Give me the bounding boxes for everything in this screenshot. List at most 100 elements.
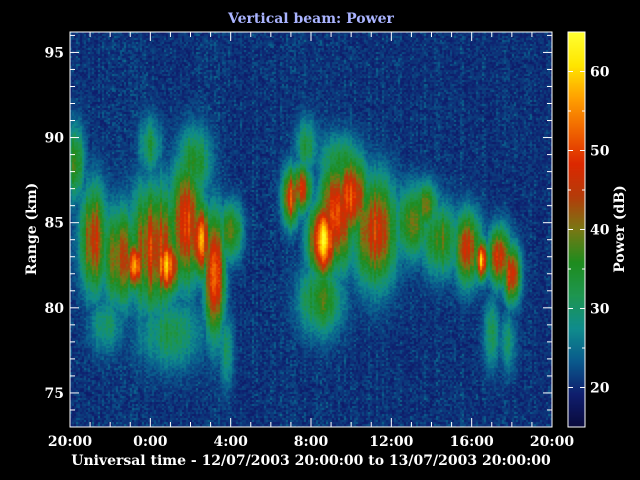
colorbar-segment [568, 239, 585, 241]
colorbar-segment [568, 423, 585, 425]
colorbar-segment [568, 344, 585, 346]
colorbar-segment [568, 104, 585, 106]
colorbar-segment [568, 147, 585, 149]
colorbar-segment [568, 419, 585, 421]
colorbar-segment [568, 397, 585, 399]
colorbar-segment [568, 357, 585, 359]
colorbar-segment [568, 200, 585, 202]
colorbar-segment [568, 100, 585, 102]
colorbar-segment [568, 168, 585, 170]
colorbar-segment [568, 398, 585, 400]
colorbar-segment [568, 393, 585, 395]
colorbar-segment [568, 331, 585, 333]
colorbar-segment [568, 350, 585, 352]
colorbar-segment [568, 81, 585, 83]
colorbar-segment [568, 385, 585, 387]
colorbar-segment [568, 125, 585, 127]
colorbar-segment [568, 304, 585, 306]
colorbar-segment [568, 196, 585, 198]
colorbar-segment [568, 327, 585, 329]
colorbar-segment [568, 231, 585, 233]
colorbar-segment [568, 416, 585, 418]
colorbar-segment [568, 322, 585, 324]
colorbar-segment [568, 177, 585, 179]
colorbar-segment [568, 369, 585, 371]
colorbar-segment [568, 142, 585, 144]
colorbar-segment [568, 94, 585, 96]
colorbar-segment [568, 182, 585, 184]
colorbar-segment [568, 361, 585, 363]
colorbar-segment [568, 102, 585, 104]
colorbar-segment [568, 151, 585, 153]
axes: 20:00 0:00 4:00 8:00 12:00 16:00 20:00 75 80 85 90… [45, 31, 574, 450]
colorbar-segment [568, 244, 585, 246]
colorbar-segment [568, 325, 585, 327]
colorbar-segment [568, 342, 585, 344]
colorbar-segment [568, 222, 585, 224]
colorbar-segment [568, 175, 585, 177]
colorbar-segment [568, 290, 585, 292]
colorbar-segment [568, 292, 585, 294]
colorbar-segment [568, 297, 585, 299]
colorbar-segment [568, 60, 585, 62]
colorbar-segment [568, 404, 585, 406]
colorbar-segment [568, 48, 585, 50]
colorbar-segment [568, 80, 585, 82]
colorbar-segment [568, 203, 585, 205]
colorbar-segment [568, 354, 585, 356]
colorbar-segment [568, 132, 585, 134]
colorbar-segment [568, 295, 585, 297]
colorbar-segment [568, 179, 585, 181]
colorbar-segment [568, 152, 585, 154]
colorbar: 20 30 40 50 60 [567, 31, 610, 428]
colorbar-segment [568, 160, 585, 162]
colorbar-segment [568, 103, 585, 105]
colorbar-segment [568, 286, 585, 288]
colorbar-segment [568, 202, 585, 204]
colorbar-segment [568, 73, 585, 75]
colorbar-segment [568, 206, 585, 208]
colorbar-segment [568, 414, 585, 416]
x-tick-label: 20:00 [530, 434, 574, 450]
colorbar-segment [568, 99, 585, 101]
colorbar-segment [568, 90, 585, 92]
colorbar-segment [568, 307, 585, 309]
colorbar-segment [568, 305, 585, 307]
colorbar-segment [568, 161, 585, 163]
colorbar-segment [568, 55, 585, 57]
colorbar-segment [568, 374, 585, 376]
colorbar-segment [568, 158, 585, 160]
colorbar-segment [568, 198, 585, 200]
colorbar-segment [568, 68, 585, 70]
colorbar-segment [568, 258, 585, 260]
colorbar-segment [568, 340, 585, 342]
colorbar-segment [568, 256, 585, 258]
colorbar-segment [568, 248, 585, 250]
colorbar-segment [568, 131, 585, 133]
colorbar-segment [568, 199, 585, 201]
colorbar-segment [568, 272, 585, 274]
colorbar-segment [568, 181, 585, 183]
colorbar-segment [568, 184, 585, 186]
x-tick-label: 0:00 [133, 434, 168, 450]
colorbar-segment [568, 221, 585, 223]
colorbar-segment [568, 347, 585, 349]
colorbar-segment [568, 96, 585, 98]
colorbar-segment [568, 320, 585, 322]
colorbar-segment [568, 167, 585, 169]
colorbar-segment [568, 278, 585, 280]
colorbar-segment [568, 312, 585, 314]
colorbar-segment [568, 232, 585, 234]
colorbar-segment [568, 106, 585, 108]
y-tick-label: 90 [45, 131, 65, 147]
colorbar-segment [568, 360, 585, 362]
colorbar-segment [568, 333, 585, 335]
colorbar-segment [568, 86, 585, 88]
colorbar-segment [568, 144, 585, 146]
colorbar-segment [568, 359, 585, 361]
colorbar-segment [568, 382, 585, 384]
colorbar-segment [568, 273, 585, 275]
colorbar-segment [568, 210, 585, 212]
colorbar-segment [568, 400, 585, 402]
colorbar-segment [568, 418, 585, 420]
